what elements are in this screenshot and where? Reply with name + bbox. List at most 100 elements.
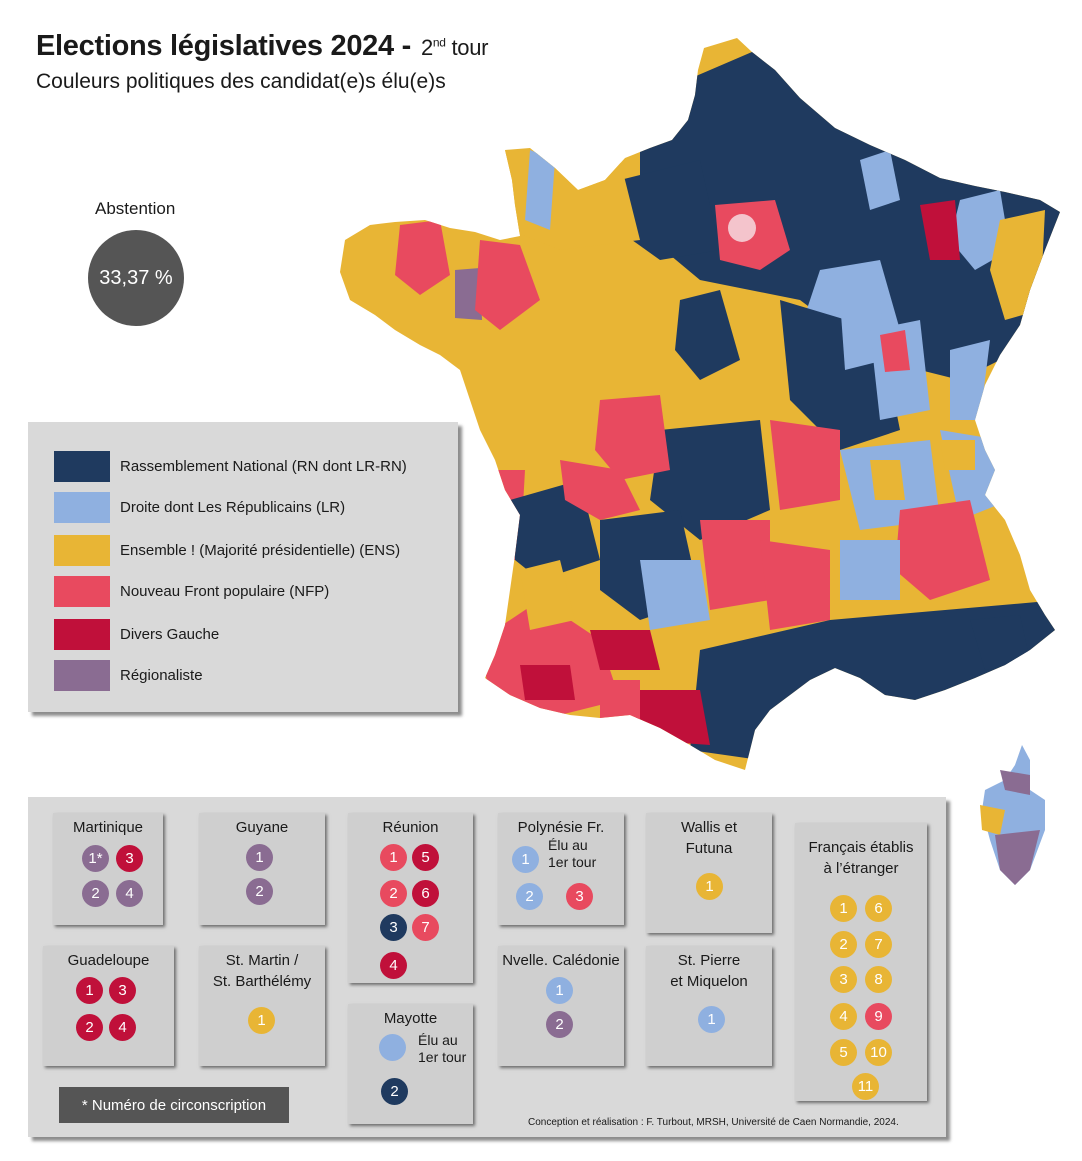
- territory-name: Wallis et Futuna: [680, 819, 738, 857]
- region-toulouse-dvg: [590, 630, 660, 670]
- seat-dot: 1: [512, 846, 539, 873]
- territory-martinique: Martinique 1* 3 2 4: [53, 813, 163, 925]
- seat-dot: 7: [412, 914, 439, 941]
- territory-name: Réunion: [382, 819, 439, 836]
- legend-swatch-ens: [54, 535, 110, 566]
- corsica-west-ens: [980, 805, 1005, 835]
- region-landes-ens: [520, 560, 575, 630]
- seat-dot: 11: [852, 1073, 879, 1100]
- legend-swatch-rn: [54, 451, 110, 482]
- abstention-circle: 33,37 %: [88, 230, 184, 326]
- legend-swatch-lr: [54, 492, 110, 523]
- footnote-box: * Numéro de circonscription: [59, 1087, 289, 1123]
- seat-dot: 4: [109, 1014, 136, 1041]
- seat-dot: 2: [516, 883, 543, 910]
- seat-dot: 2: [82, 880, 109, 907]
- region-var-rn: [970, 615, 1030, 670]
- region-pau-dvg: [520, 665, 575, 700]
- legend-item-dvg: Divers Gauche: [54, 619, 219, 650]
- legend-label-reg: Régionaliste: [120, 667, 203, 684]
- seat-dot: 3: [109, 977, 136, 1004]
- territory-guadeloupe: Guadeloupe 1 3 2 4: [43, 946, 174, 1066]
- abstention-label: Abstention: [95, 199, 176, 218]
- seat-dot: 1: [698, 1006, 725, 1033]
- overseas-panel: [28, 797, 946, 1137]
- seat-dot: 3: [566, 883, 593, 910]
- seat-dot: 7: [865, 931, 892, 958]
- territory-name: Nvelle. Calédonie: [502, 952, 620, 969]
- first-round-note: Élu au 1er tour: [548, 837, 597, 870]
- region-lozere-nfp: [760, 540, 830, 630]
- seat-dot: 1: [76, 977, 103, 1004]
- corsica-south-reg: [995, 830, 1040, 885]
- legend-panel: Rassemblement National (RN dont LR-RN) D…: [28, 422, 458, 712]
- region-bretagne-nfp: [395, 220, 450, 295]
- region-pyrenees-west-nfp: [480, 600, 620, 715]
- legend-label-rn: Rassemblement National (RN dont LR-RN): [120, 458, 407, 475]
- seat-dot: 2: [380, 880, 407, 907]
- territory-name: Polynésie Fr.: [517, 819, 605, 836]
- seat-dot: 9: [865, 1003, 892, 1030]
- territory-mayotte: Mayotte Élu au 1er tour 2: [348, 1004, 473, 1124]
- territory-name: St. Martin / St. Barthélémy: [212, 952, 312, 990]
- territory-stpierre: St. Pierre et Miquelon 1: [646, 946, 772, 1066]
- seat-dot: 1: [380, 844, 407, 871]
- territory-polynesie: Polynésie Fr. 1 Élu au 1er tour 2 3: [498, 813, 624, 925]
- territory-guyane: Guyane 1 2: [199, 813, 325, 925]
- seat-dot: 3: [116, 845, 143, 872]
- seat-dot: 5: [830, 1039, 857, 1066]
- map-subtitle: Couleurs politiques des candidat(e)s élu…: [36, 70, 446, 93]
- seat-dot: 1: [696, 873, 723, 900]
- corsica-map: [980, 745, 1045, 885]
- territory-name: Mayotte: [383, 1010, 438, 1027]
- seat-dot: 3: [380, 914, 407, 941]
- corsica-north-reg: [1000, 770, 1030, 795]
- seat-dot: 5: [412, 844, 439, 871]
- map-title: Elections législatives 2024 -2nd tour: [36, 30, 489, 62]
- region-isere-nfp: [895, 500, 990, 600]
- region-doubs-lr: [950, 340, 990, 420]
- territory-name: St. Pierre et Miquelon: [670, 952, 748, 990]
- seat-dot: 4: [830, 1003, 857, 1030]
- region-paris-center: [728, 214, 756, 242]
- seat-dot: [379, 1034, 406, 1061]
- legend-item-lr: Droite dont Les Républicains (LR): [54, 492, 345, 523]
- legend-label-lr: Droite dont Les Républicains (LR): [120, 499, 346, 516]
- territory-reunion: Réunion 1 5 2 6 3 7 4: [348, 813, 473, 983]
- seat-dot: 10: [865, 1039, 892, 1066]
- territory-name: Martinique: [72, 819, 144, 836]
- region-rennes-nfp: [475, 240, 540, 330]
- legend-swatch-nfp: [54, 576, 110, 607]
- seat-dot: 1: [246, 844, 273, 871]
- territory-wallis: Wallis et Futuna 1: [646, 813, 772, 933]
- legend-item-rn: Rassemblement National (RN dont LR-RN): [54, 451, 407, 482]
- seat-dot: 2: [76, 1014, 103, 1041]
- region-ardennes-lr: [860, 150, 900, 210]
- abstention-value: 33,37 %: [99, 266, 173, 289]
- region-northeast-rn: [640, 40, 1060, 380]
- legend-label-ens: Ensemble ! (Majorité présidentielle) (EN…: [120, 542, 401, 559]
- region-ariege-dvg: [630, 690, 710, 745]
- legend-swatch-reg: [54, 660, 110, 691]
- territory-stmartin: St. Martin / St. Barthélémy 1: [199, 946, 325, 1066]
- seat-dot: 1: [248, 1007, 275, 1034]
- seat-dot: 8: [865, 966, 892, 993]
- region-charente-nfp: [560, 460, 640, 520]
- seat-dot: 1: [830, 895, 857, 922]
- territory-name: Guyane: [235, 819, 289, 836]
- credits: Conception et réalisation : F. Turbout, …: [528, 1117, 899, 1128]
- region-centre-rn: [675, 290, 740, 380]
- seat-dot: 1*: [82, 845, 109, 872]
- seat-dot: 6: [412, 880, 439, 907]
- seat-dot: 6: [865, 895, 892, 922]
- territory-etranger: Français établis à l’étranger 1 6 2 7 3 8…: [795, 823, 927, 1101]
- region-lot-lr: [640, 560, 710, 630]
- legend-item-reg: Régionaliste: [54, 660, 203, 691]
- seat-dot: 2: [546, 1011, 573, 1038]
- territory-name: Guadeloupe: [67, 952, 150, 969]
- seat-dot: 4: [116, 880, 143, 907]
- seat-dot: 2: [381, 1078, 408, 1105]
- seat-dot: 4: [380, 952, 407, 979]
- territory-name: Français établis à l’étranger: [808, 839, 914, 877]
